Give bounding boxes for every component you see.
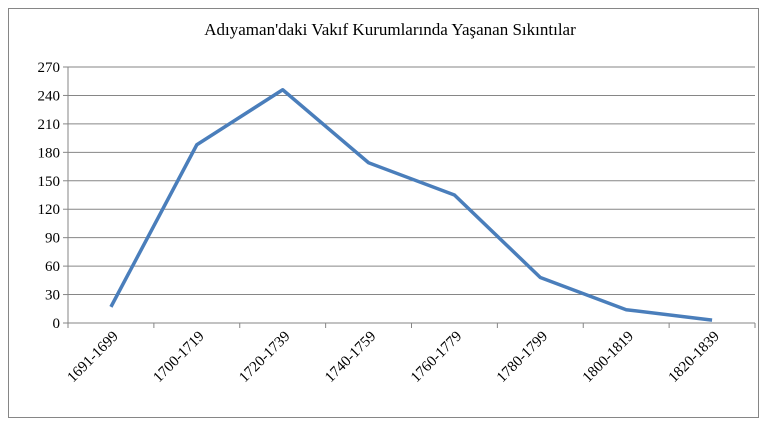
y-tick-label: 270 [38,60,61,76]
y-tick-label: 60 [45,259,60,275]
y-tick-label: 0 [53,316,61,332]
chart-title: Adıyaman'daki Vakıf Kurumlarında Yaşanan… [204,20,576,39]
y-tick-label: 210 [38,117,61,133]
y-tick-label: 150 [38,174,61,190]
chart-border [8,8,759,418]
y-tick-label: 180 [38,145,61,161]
y-tick-label: 240 [38,88,61,104]
y-tick-label: 90 [45,231,60,247]
data-line [109,88,713,322]
y-tick-label: 120 [38,202,61,218]
y-tick-label: 30 [45,288,60,304]
